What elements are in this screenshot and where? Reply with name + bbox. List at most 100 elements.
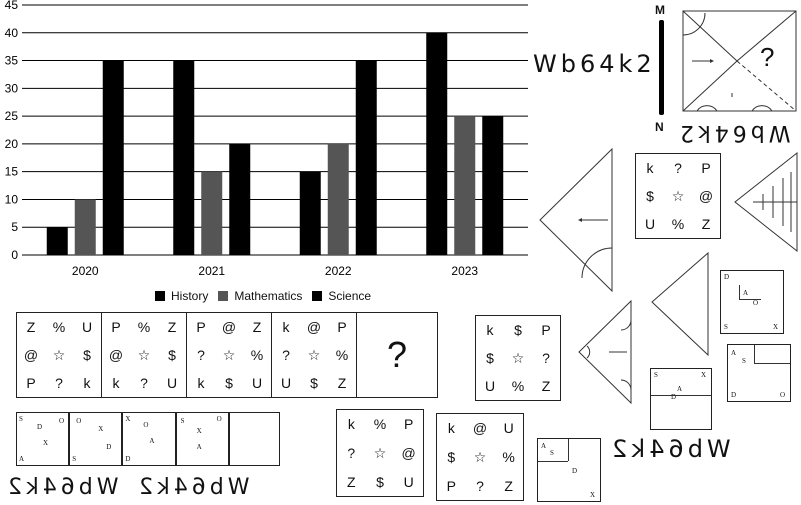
sequence-answer-slot[interactable]: ?: [357, 313, 437, 397]
cell: P: [541, 322, 551, 338]
triangle-piece-medium: [651, 252, 709, 356]
letter: S: [19, 415, 23, 423]
letter: S: [654, 371, 658, 379]
cell: ☆: [222, 347, 236, 363]
cell: ☆: [671, 188, 685, 204]
y-tick-label: 30: [5, 81, 19, 95]
cell: k: [282, 319, 290, 335]
y-tick-label: 40: [5, 26, 19, 40]
letter-square-c[interactable]: S X A D: [650, 368, 712, 430]
sequence-box-3: P @ Z ? ☆% k $ U: [187, 313, 272, 397]
bar-mathematics-2021: [201, 171, 223, 255]
cell: %: [52, 319, 66, 335]
legend-swatch-science: [312, 291, 323, 301]
letter-square-d[interactable]: A S D X: [537, 438, 601, 502]
cell: ?: [476, 477, 484, 494]
letter: D: [106, 443, 112, 451]
letter: D: [731, 391, 737, 399]
cell: %: [502, 448, 515, 465]
code-text: Wb64k2: [533, 50, 656, 78]
cell: U: [166, 375, 178, 391]
y-tick-label: 20: [5, 137, 19, 151]
cell: %: [373, 416, 387, 433]
cell: ?: [674, 160, 682, 176]
cell: $: [514, 322, 522, 338]
cell: k: [486, 322, 494, 338]
cell: U: [403, 473, 414, 490]
legend-swatch-history: [155, 291, 165, 301]
x-tick-label: 2023: [451, 264, 478, 278]
x-tick-label: 2020: [72, 264, 99, 278]
code-text-flipped: Wb64k2: [676, 120, 790, 145]
option-grid-1[interactable]: k ? P $ ☆ @ U % Z: [635, 153, 721, 239]
sequence-row: Z% U @ ☆ $ P? k P% Z @ ☆ $ k? U P @ Z ? ☆% k $ U k @ P …: [16, 312, 438, 398]
letter: O: [143, 421, 149, 429]
letter: X: [701, 371, 707, 379]
bar-history-2021: [173, 60, 195, 255]
option-grid-3[interactable]: k% P ? ☆ @ Z $ U: [336, 409, 424, 497]
letter: D: [37, 423, 43, 431]
letter-square-b[interactable]: A S D O: [727, 344, 791, 402]
letter-square-a[interactable]: D A O S X: [720, 270, 784, 334]
letter: O: [753, 299, 759, 307]
scale-bar: [659, 20, 664, 115]
letter: A: [743, 289, 749, 297]
code-mirror-bottom-2: Wb64k2: [135, 475, 250, 500]
letter: A: [19, 455, 25, 463]
cell: P: [701, 160, 711, 176]
bar-mathematics-2023: [454, 116, 476, 255]
cell: U: [81, 319, 93, 335]
cell: k: [197, 375, 205, 391]
strip-square-2[interactable]: S O X D: [69, 412, 123, 466]
cell: @: [23, 347, 39, 363]
cell: Z: [26, 319, 36, 335]
cell: ☆: [473, 448, 487, 465]
triangle-striped: [734, 152, 798, 252]
cell: U: [280, 375, 292, 391]
cell: $: [646, 188, 654, 204]
strip-square-1[interactable]: S D O A X: [16, 412, 70, 466]
cell: ☆: [137, 347, 151, 363]
cell: $: [447, 448, 456, 465]
option-grid-1-cells: k ? P $ ☆ @ U % Z: [636, 154, 720, 238]
letter: S: [180, 417, 185, 425]
strip-square-3[interactable]: X O A D: [122, 412, 176, 466]
letter: A: [677, 385, 683, 393]
cell: Z: [541, 378, 551, 394]
cell: P: [337, 319, 347, 335]
cell: @: [108, 347, 124, 363]
cell: Z: [337, 375, 347, 391]
letter: S: [550, 449, 554, 457]
cell: Z: [504, 477, 513, 494]
cell: U: [484, 378, 496, 394]
code-mirror-right-label: Wb64k2: [608, 435, 731, 463]
scale-bottom-label: N: [655, 120, 664, 134]
strip-answer-slot[interactable]: [228, 412, 280, 466]
letter: O: [780, 391, 786, 399]
chart-x-ticks: 2020 2021 2022 2023: [72, 264, 479, 278]
letter: X: [196, 427, 202, 435]
cell: k: [83, 375, 91, 391]
y-tick-label: 35: [5, 54, 19, 68]
y-tick-label: 10: [5, 192, 19, 206]
cell: U: [503, 420, 514, 437]
letter: X: [773, 323, 779, 331]
cell: k: [347, 416, 355, 433]
option-grid-4[interactable]: k @ U $ ☆% P? Z: [436, 413, 524, 501]
square-fold-diagram: [682, 10, 797, 112]
cell: ?: [55, 375, 63, 391]
letter: S: [724, 323, 728, 331]
cell: $: [310, 375, 318, 391]
letter: O: [59, 417, 65, 425]
cell: P: [196, 319, 206, 335]
letter: D: [724, 273, 730, 281]
option-grid-2[interactable]: k $ P $ ☆? U% Z: [475, 315, 561, 401]
strip-square-4[interactable]: O S X A: [175, 412, 229, 466]
letter: A: [731, 349, 737, 357]
cell: U: [251, 375, 263, 391]
bar-mathematics-2022: [327, 143, 349, 255]
fold-question-mark: ?: [760, 42, 775, 72]
code-mirror-bottom-2-wrap: Wb64k2: [135, 475, 249, 500]
sequence-box-2: P% Z @ ☆ $ k? U: [102, 313, 187, 397]
cell: @: [698, 188, 714, 204]
